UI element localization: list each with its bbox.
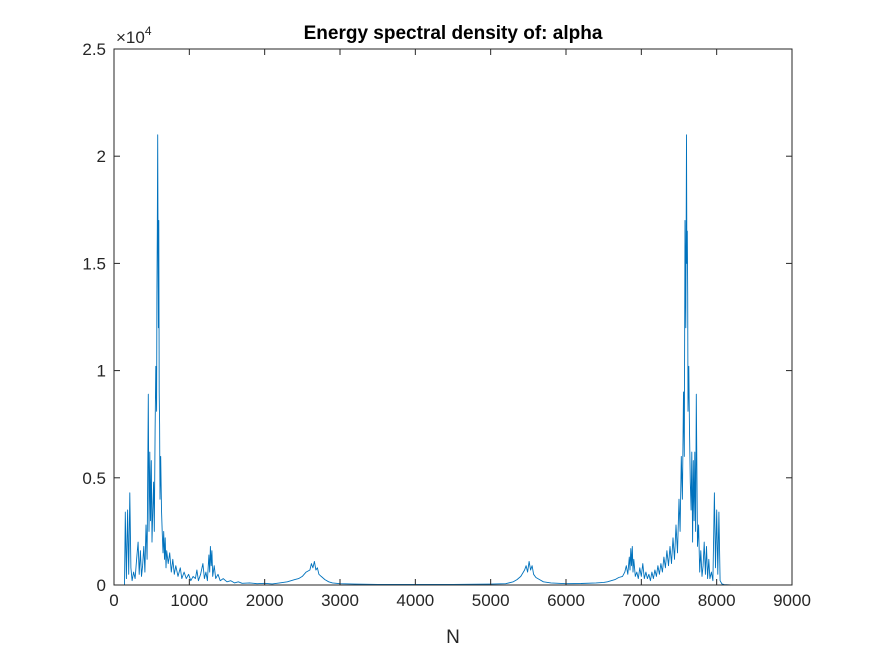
x-tick-label: 2000 xyxy=(246,591,284,610)
x-tick-label: 5000 xyxy=(472,591,510,610)
axes-box xyxy=(113,48,793,586)
plot-area xyxy=(114,49,792,585)
x-tick-label: 6000 xyxy=(547,591,585,610)
x-tick-label: 3000 xyxy=(321,591,359,610)
x-axis: 0 1000 2000 3000 4000 5000 6000 7000 8000 9000 xyxy=(109,49,811,610)
y-tick-label: 0.5 xyxy=(82,469,106,488)
x-tick-label: 1000 xyxy=(170,591,208,610)
x-tick-label: 0 xyxy=(109,591,118,610)
y-tick-label: 1.5 xyxy=(82,254,106,273)
x-axis-label: N xyxy=(446,627,460,648)
y-exponent-power: 4 xyxy=(145,24,152,38)
y-exponent-base: ×10 xyxy=(116,28,145,47)
y-axis: 0 0.5 1 1.5 2 2.5 xyxy=(82,40,792,595)
chart-title: Energy spectral density of: alpha xyxy=(304,23,603,44)
x-tick-label: 4000 xyxy=(396,591,434,610)
x-tick-label: 7000 xyxy=(622,591,660,610)
x-tick-label: 9000 xyxy=(773,591,811,610)
y-exponent-label: ×104 xyxy=(116,24,152,47)
y-tick-label: 0 xyxy=(97,576,106,595)
y-tick-label: 1 xyxy=(97,362,106,381)
y-tick-label: 2 xyxy=(97,147,106,166)
y-tick-label: 2.5 xyxy=(82,40,106,59)
x-tick-label: 8000 xyxy=(698,591,736,610)
